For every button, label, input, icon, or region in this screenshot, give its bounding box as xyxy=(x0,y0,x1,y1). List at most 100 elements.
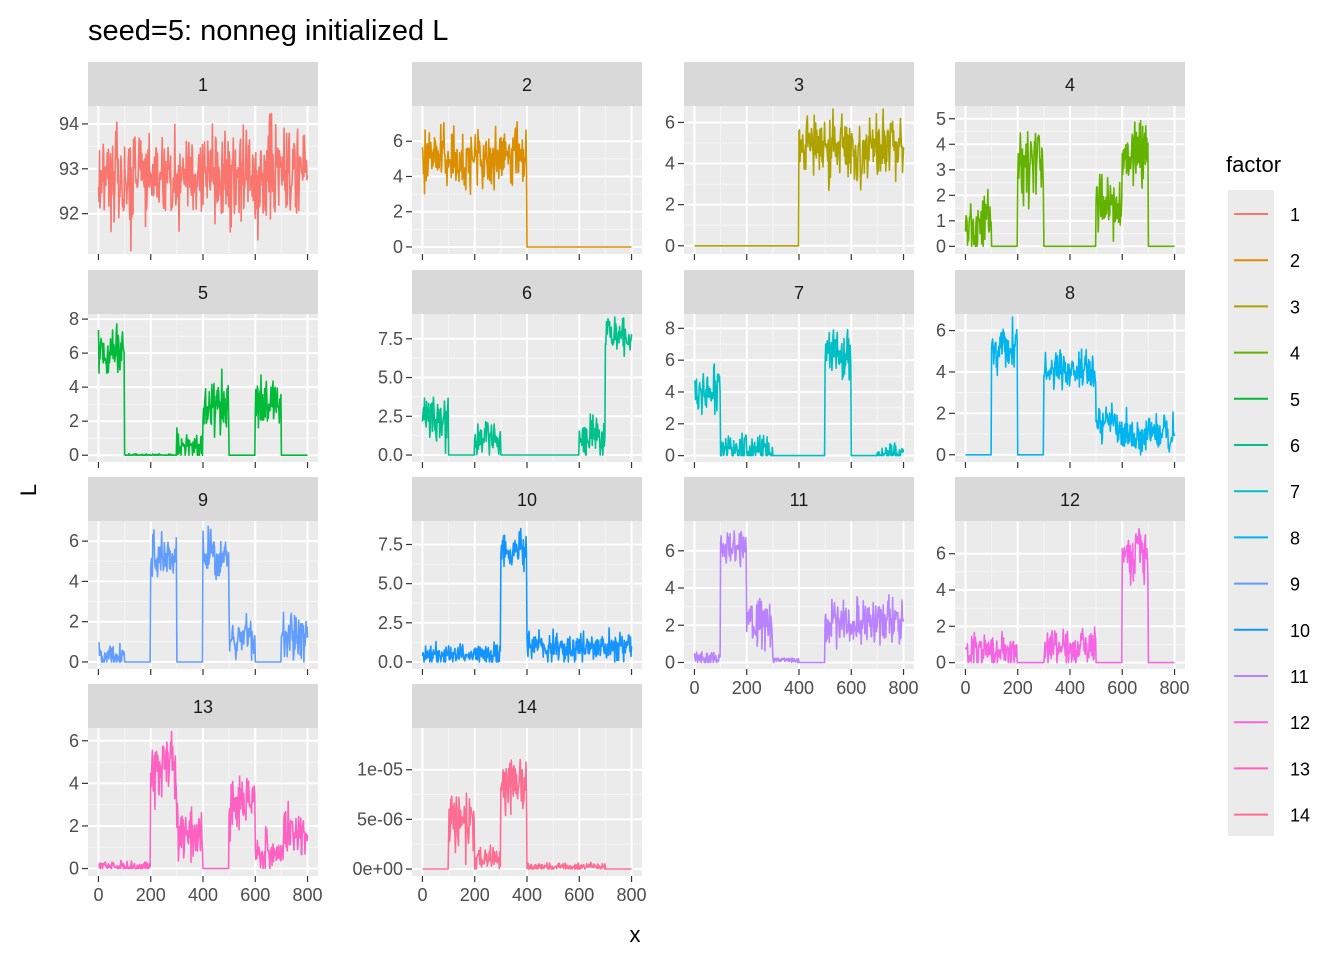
strip-label: 6 xyxy=(522,283,532,303)
y-tick-label: 4 xyxy=(665,382,675,402)
legend-item-8: 8 xyxy=(1234,528,1300,548)
y-tick-label: 0 xyxy=(936,236,946,256)
legend-item-13: 13 xyxy=(1234,759,1310,779)
series-line-13 xyxy=(98,730,309,870)
x-tick-label: 200 xyxy=(136,885,166,905)
y-tick-label: 0 xyxy=(393,237,403,257)
strip-background xyxy=(412,270,642,314)
y-tick-label: 4 xyxy=(393,166,403,186)
strip-background xyxy=(684,477,914,521)
series-line-2 xyxy=(421,121,632,248)
facet-panel-2: 2 0 2 4 6 xyxy=(393,62,642,260)
facet-panel-10: 10 0.0 2.5 5.0 7.5 xyxy=(378,477,642,675)
y-tick-label: 93 xyxy=(59,159,79,179)
y-tick-label: 3 xyxy=(936,160,946,180)
x-tick-label: 400 xyxy=(188,885,218,905)
y-tick-label: 4 xyxy=(936,362,946,382)
facet-panel-9: 9 0 2 4 6 xyxy=(69,477,318,675)
x-tick-label: 400 xyxy=(512,885,542,905)
x-tick-label: 200 xyxy=(1003,678,1033,698)
y-tick-label: 0 xyxy=(69,859,79,879)
strip-background xyxy=(955,270,1185,314)
y-tick-label: 4 xyxy=(936,580,946,600)
y-tick-label: 4 xyxy=(69,571,79,591)
legend-item-9: 9 xyxy=(1234,575,1300,595)
strip-label: 13 xyxy=(193,697,213,717)
legend-label: 12 xyxy=(1290,713,1310,733)
legend-label: 5 xyxy=(1290,390,1300,410)
x-tick-label: 0 xyxy=(689,678,699,698)
strip-background xyxy=(88,270,318,314)
y-tick-label: 0.0 xyxy=(378,445,403,465)
strip-label: 2 xyxy=(522,75,532,95)
facet-panels: 19293942024630246401234550246860.02.55.0… xyxy=(59,62,1190,905)
series-line-11 xyxy=(693,530,905,664)
y-tick-label: 2 xyxy=(936,403,946,423)
y-tick-label: 0 xyxy=(665,236,675,256)
y-tick-label: 0 xyxy=(69,652,79,672)
x-tick-label: 400 xyxy=(784,678,814,698)
y-tick-label: 4 xyxy=(936,134,946,154)
facet-panel-7: 7 0 2 4 6 8 xyxy=(665,270,914,468)
y-tick-label: 6 xyxy=(665,541,675,561)
legend-label: 1 xyxy=(1290,205,1300,225)
legend-label: 3 xyxy=(1290,297,1300,317)
y-tick-label: 0 xyxy=(936,653,946,673)
strip-background xyxy=(88,684,318,728)
x-tick-label: 200 xyxy=(732,678,762,698)
y-tick-label: 1e-05 xyxy=(357,760,403,780)
strip-label: 14 xyxy=(517,697,537,717)
facet-panel-11: 11 0 2 4 6 0 200 400 600 800 xyxy=(665,477,919,698)
strip-label: 1 xyxy=(198,75,208,95)
legend-item-5: 5 xyxy=(1234,390,1300,410)
legend-label: 2 xyxy=(1290,251,1300,271)
x-tick-label: 0 xyxy=(417,885,427,905)
facet-panel-14: 14 0e+00 5e-06 1e-05 0 200 400 600 800 xyxy=(352,684,647,905)
series-line-9 xyxy=(97,525,309,663)
facet-panel-3: 3 0 2 4 6 xyxy=(665,62,914,260)
series-line-10 xyxy=(421,527,633,663)
legend-item-7: 7 xyxy=(1234,482,1300,502)
strip-background xyxy=(412,62,642,106)
y-tick-label: 2 xyxy=(69,411,79,431)
strip-label: 9 xyxy=(198,490,208,510)
y-tick-label: 2 xyxy=(936,616,946,636)
legend-item-1: 1 xyxy=(1234,205,1300,225)
strip-background xyxy=(955,477,1185,521)
legend-label: 10 xyxy=(1290,621,1310,641)
y-tick-label: 2 xyxy=(936,185,946,205)
legend-title: factor xyxy=(1226,152,1281,177)
y-tick-label: 2 xyxy=(665,414,675,434)
series-line-8 xyxy=(965,316,1176,456)
facet-panel-12: 12 0 2 4 6 0 200 400 600 800 xyxy=(936,477,1190,698)
legend-label: 9 xyxy=(1290,575,1300,595)
legend-label: 11 xyxy=(1290,667,1309,687)
strip-label: 7 xyxy=(794,283,804,303)
legend-label: 8 xyxy=(1290,528,1300,548)
y-tick-label: 6 xyxy=(665,350,675,370)
y-tick-label: 4 xyxy=(69,773,79,793)
facet-panel-1: 1 92 93 94 xyxy=(59,62,318,260)
series-line-3 xyxy=(694,108,905,247)
y-tick-label: 6 xyxy=(69,343,79,363)
x-tick-label: 800 xyxy=(889,678,919,698)
strip-background xyxy=(412,684,642,728)
y-axis-title: L xyxy=(16,484,41,496)
y-tick-label: 8 xyxy=(69,309,79,329)
x-tick-label: 600 xyxy=(836,678,866,698)
y-tick-label: 0 xyxy=(665,652,675,672)
strip-background xyxy=(412,477,642,521)
strip-label: 11 xyxy=(790,490,809,510)
series-line-6 xyxy=(421,316,633,456)
y-tick-label: 2.5 xyxy=(378,406,403,426)
y-tick-label: 6 xyxy=(936,321,946,341)
facet-panel-4: 4 0 1 2 3 4 5 xyxy=(936,62,1185,260)
strip-label: 10 xyxy=(517,490,537,510)
x-tick-label: 0 xyxy=(93,885,103,905)
y-tick-label: 2 xyxy=(69,612,79,632)
series-line-7 xyxy=(693,328,905,457)
legend-key-background xyxy=(1228,190,1274,836)
